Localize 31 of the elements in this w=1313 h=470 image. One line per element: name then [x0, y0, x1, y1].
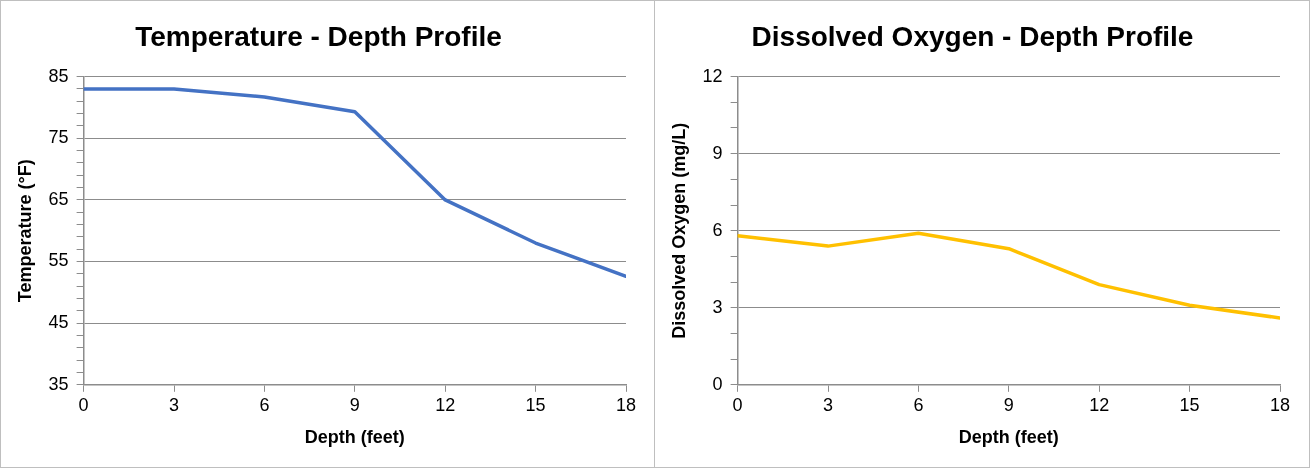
y-tick-label: 3 — [712, 296, 723, 317]
y-axis-title: Dissolved Oxygen (mg/L) — [668, 122, 689, 339]
x-tick-label: 0 — [732, 394, 743, 415]
x-tick-label: 6 — [913, 394, 924, 415]
y-tick-label: 55 — [48, 250, 69, 271]
x-tick-label: 3 — [169, 394, 180, 415]
x-tick-label: 9 — [349, 394, 360, 415]
x-axis-title: Depth (feet) — [958, 427, 1059, 448]
chart-title: Temperature - Depth Profile — [135, 20, 502, 52]
x-tick-label: 18 — [615, 394, 637, 415]
x-tick-label: 3 — [823, 394, 834, 415]
x-tick-label: 12 — [1089, 394, 1110, 415]
x-tick-label: 6 — [259, 394, 270, 415]
y-tick-label: 0 — [712, 373, 723, 394]
x-tick-label: 15 — [525, 394, 546, 415]
y-axis-title: Temperature (°F) — [14, 159, 35, 303]
x-tick-label: 9 — [1003, 394, 1014, 415]
y-tick-label: 35 — [48, 373, 69, 394]
x-axis-title: Depth (feet) — [304, 427, 405, 448]
x-tick-label: 18 — [1269, 394, 1291, 415]
x-tick-label: 12 — [435, 394, 456, 415]
x-tick-label: 0 — [78, 394, 89, 415]
y-tick-label: 65 — [48, 188, 69, 209]
y-tick-label: 75 — [48, 127, 69, 148]
x-tick-label: 15 — [1179, 394, 1200, 415]
y-tick-label: 45 — [48, 312, 69, 333]
y-tick-label: 6 — [712, 219, 723, 240]
chart-title: Dissolved Oxygen - Depth Profile — [751, 20, 1194, 52]
y-tick-label: 9 — [712, 142, 723, 163]
y-tick-label: 12 — [702, 65, 723, 86]
y-tick-label: 85 — [48, 65, 69, 86]
